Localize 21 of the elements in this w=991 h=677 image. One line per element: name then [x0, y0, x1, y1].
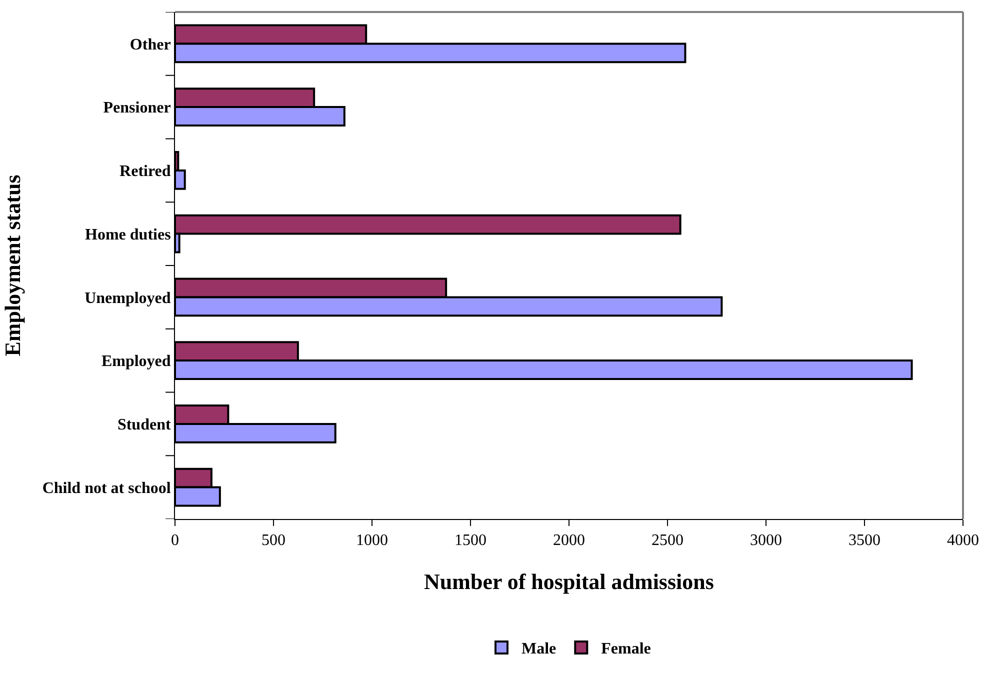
x-tick-label: 3500 — [848, 532, 880, 550]
x-tick-label: 2000 — [553, 532, 585, 550]
x-tick-label: 1500 — [454, 532, 486, 550]
y-tick-label: Retired — [120, 163, 171, 180]
y-tick-label: Student — [117, 416, 172, 434]
y-tick-label: Other — [130, 36, 171, 54]
y-tick-label: Unemployed — [84, 290, 171, 307]
x-tick-label: 2500 — [652, 532, 684, 550]
x-tick-label: 0 — [171, 532, 179, 550]
x-axis-title: Number of hospital admissions — [424, 569, 714, 594]
x-tick-label: 500 — [262, 532, 286, 550]
legend-label: Male — [522, 640, 556, 658]
x-tick-label: 4000 — [947, 532, 979, 550]
x-tick-label: 1000 — [356, 532, 388, 550]
y-tick-label: Child not at school — [42, 480, 172, 497]
legend-label: Female — [601, 640, 651, 658]
y-axis-title: Employment status — [0, 174, 26, 356]
x-tick-label: 3000 — [750, 532, 782, 550]
y-tick-label: Home duties — [85, 226, 171, 244]
y-tick-label: Employed — [101, 353, 171, 370]
y-tick-label: Pensioner — [103, 100, 171, 117]
